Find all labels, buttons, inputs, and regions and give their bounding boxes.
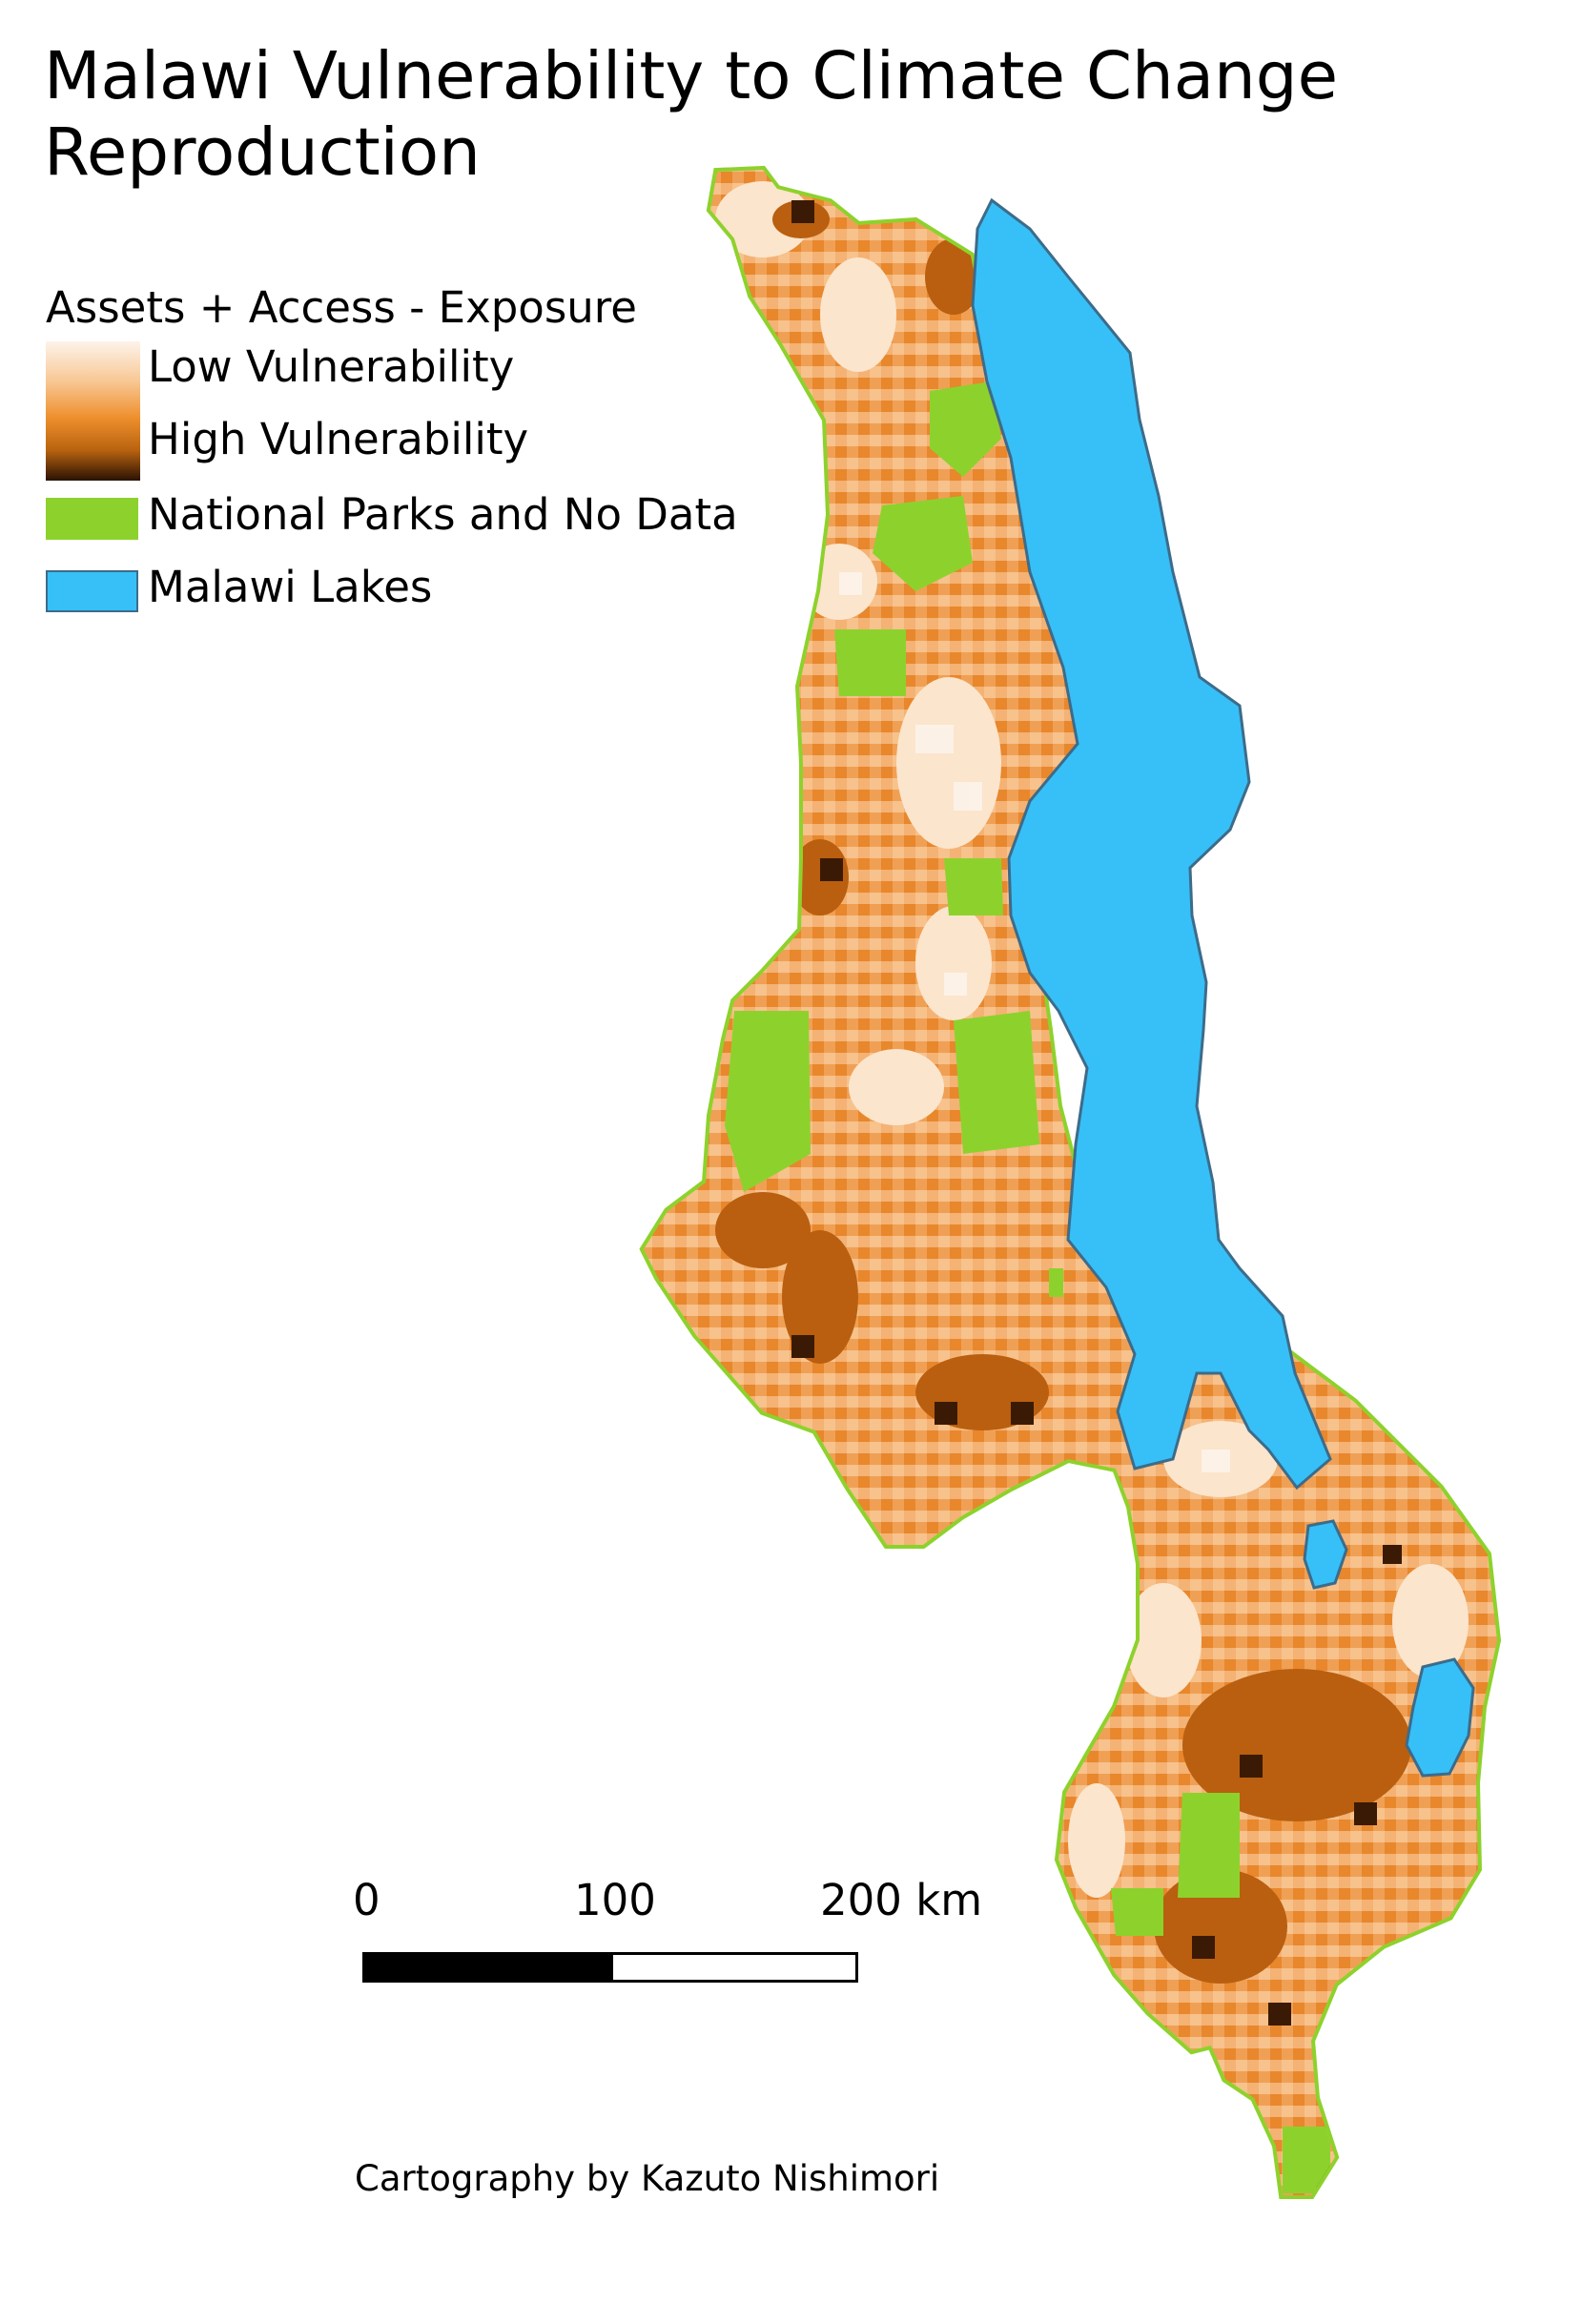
legend-swatch-malawi-lakes (46, 570, 138, 612)
legend-swatch-national-parks (46, 498, 138, 540)
national-parks (725, 381, 1330, 2193)
very-low-vulnerability-areas (839, 572, 1230, 1472)
lake-malombe (1303, 1519, 1348, 1590)
legend-label-low-vulnerability: Low Vulnerability (148, 341, 515, 392)
legend-vulnerability-gradient (46, 341, 140, 481)
legend-heading: Assets + Access - Exposure (46, 282, 637, 333)
legend-label-national-parks: National Parks and No Data (148, 489, 738, 540)
legend-label-malawi-lakes: Malawi Lakes (148, 562, 433, 612)
scale-bar-segment-black (365, 1955, 610, 1980)
scale-label-100: 100 (574, 1875, 656, 1925)
scale-bar (362, 1952, 858, 1983)
map-title: Malawi Vulnerability to Climate Change R… (44, 38, 1338, 191)
cartography-credit: Cartography by Kazuto Nishimori (355, 2158, 940, 2199)
lake-malawi (971, 197, 1332, 1491)
scale-bar-segment-white (610, 1955, 855, 1980)
map-legend: Assets + Access - Exposure Low Vulnerabi… (46, 282, 738, 612)
malawi-lakes (971, 197, 1475, 1778)
scale-label-0: 0 (353, 1875, 380, 1925)
map-title-line-1: Malawi Vulnerability to Climate Change (44, 38, 1339, 114)
scale-label-200-km: 200 km (820, 1875, 983, 1925)
map-title-line-2: Reproduction (44, 114, 481, 191)
legend-label-high-vulnerability: High Vulnerability (148, 414, 529, 464)
lake-chilwa (1405, 1657, 1475, 1778)
